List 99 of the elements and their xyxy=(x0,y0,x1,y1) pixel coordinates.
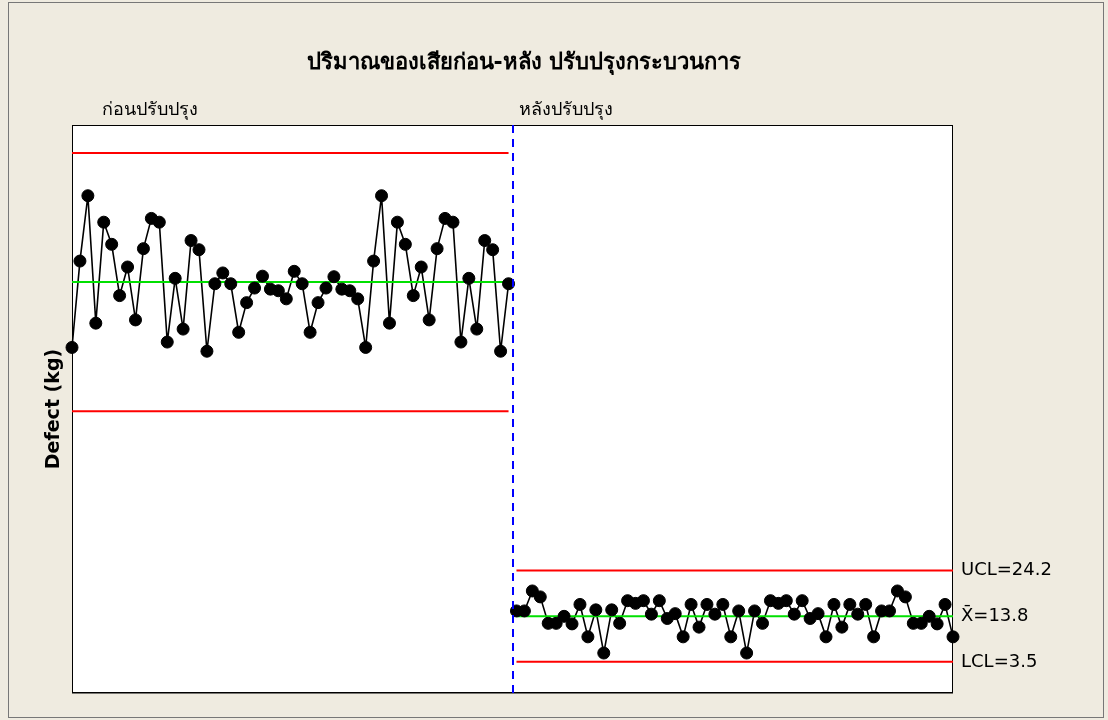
point xyxy=(398,237,412,251)
point xyxy=(152,215,166,229)
point xyxy=(176,322,190,336)
point xyxy=(113,289,127,303)
point xyxy=(478,234,492,248)
point xyxy=(430,242,444,256)
point xyxy=(613,616,627,630)
point xyxy=(867,630,881,644)
point xyxy=(279,292,293,306)
point xyxy=(224,277,238,291)
point xyxy=(105,237,119,251)
point xyxy=(795,594,809,608)
point xyxy=(136,242,150,256)
point xyxy=(327,270,341,284)
point xyxy=(295,277,309,291)
point xyxy=(732,604,746,618)
point xyxy=(811,607,825,621)
point xyxy=(676,630,690,644)
point xyxy=(367,254,381,268)
point xyxy=(938,597,952,611)
chart-title: ปริมาณของเสียก่อน-หลัง ปรับปรุงกระบวนการ xyxy=(305,48,743,77)
point xyxy=(446,215,460,229)
point xyxy=(636,594,650,608)
point xyxy=(898,590,912,604)
point xyxy=(351,292,365,306)
point xyxy=(271,284,285,298)
point xyxy=(573,597,587,611)
point xyxy=(787,607,801,621)
point xyxy=(129,313,142,327)
point xyxy=(287,264,301,278)
point xyxy=(375,189,389,203)
point xyxy=(883,604,897,618)
point xyxy=(827,597,841,611)
point xyxy=(930,617,944,631)
point xyxy=(851,607,865,621)
point xyxy=(390,215,404,229)
point xyxy=(756,616,770,630)
point xyxy=(454,335,468,349)
point xyxy=(121,260,135,274)
point xyxy=(359,340,373,354)
point xyxy=(557,609,571,623)
point xyxy=(565,617,579,631)
point xyxy=(208,277,222,291)
point xyxy=(922,609,936,623)
point xyxy=(406,289,420,303)
point xyxy=(311,296,325,310)
point xyxy=(644,607,658,621)
point xyxy=(81,189,95,203)
point xyxy=(89,316,103,330)
point xyxy=(692,620,706,634)
point xyxy=(232,325,246,339)
point xyxy=(65,340,79,354)
point xyxy=(708,607,722,621)
text: LCL=3.5 xyxy=(961,649,1038,671)
point xyxy=(605,603,619,617)
point xyxy=(843,597,857,611)
point xyxy=(597,646,611,660)
point xyxy=(319,281,333,295)
point xyxy=(494,344,508,358)
point xyxy=(724,630,738,644)
text: X̄=13.8 xyxy=(961,604,1029,626)
point xyxy=(819,630,833,644)
point xyxy=(414,260,428,274)
point xyxy=(684,597,698,611)
point xyxy=(255,269,269,283)
point xyxy=(216,266,230,280)
point xyxy=(700,597,714,611)
point xyxy=(462,271,476,285)
point xyxy=(533,590,547,604)
point xyxy=(382,316,396,330)
text: UCL=24.2 xyxy=(961,558,1052,580)
point xyxy=(240,296,254,310)
point xyxy=(716,597,730,611)
point xyxy=(422,313,436,327)
point xyxy=(589,603,603,617)
point xyxy=(343,284,357,298)
point xyxy=(668,607,682,621)
point xyxy=(835,620,849,634)
point xyxy=(184,234,198,248)
point xyxy=(652,594,666,608)
point xyxy=(740,646,754,660)
point xyxy=(160,335,174,349)
point xyxy=(779,594,793,608)
point xyxy=(200,344,214,358)
point xyxy=(486,243,500,257)
text: ก่อนปรับปรุง xyxy=(102,97,198,122)
point xyxy=(192,243,206,257)
point xyxy=(168,271,182,285)
text: หลังปรับปรุง xyxy=(518,97,613,122)
point xyxy=(946,630,960,644)
point xyxy=(859,597,873,611)
point xyxy=(303,325,317,339)
point xyxy=(73,254,87,268)
point xyxy=(581,630,595,644)
y-axis-title: Defect (kg) xyxy=(41,348,63,470)
point xyxy=(748,604,762,618)
point xyxy=(248,281,262,295)
point xyxy=(470,322,484,336)
point xyxy=(97,215,111,229)
